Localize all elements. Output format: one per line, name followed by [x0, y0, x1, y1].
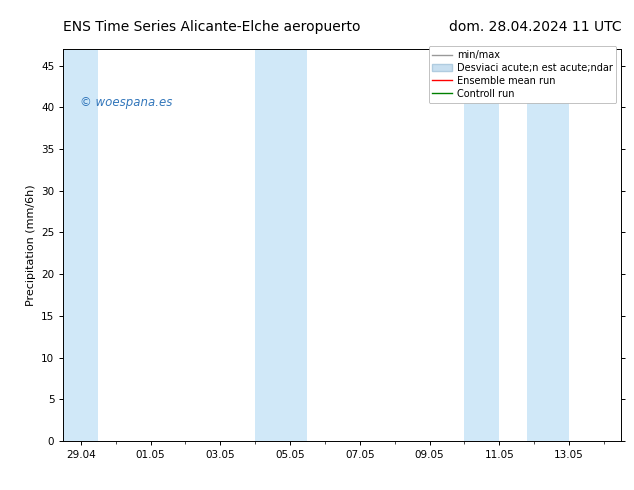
Bar [527, 49, 569, 441]
Text: © woespana.es: © woespana.es [80, 96, 172, 109]
Bar [464, 49, 500, 441]
Legend: min/max, Desviaci acute;n est acute;ndar, Ensemble mean run, Controll run: min/max, Desviaci acute;n est acute;ndar… [429, 46, 616, 102]
Y-axis label: Precipitation (mm/6h): Precipitation (mm/6h) [25, 184, 36, 306]
Bar [63, 49, 98, 441]
Bar [255, 49, 307, 441]
Text: dom. 28.04.2024 11 UTC: dom. 28.04.2024 11 UTC [449, 20, 621, 34]
Text: ENS Time Series Alicante-Elche aeropuerto: ENS Time Series Alicante-Elche aeropuert… [63, 20, 361, 34]
